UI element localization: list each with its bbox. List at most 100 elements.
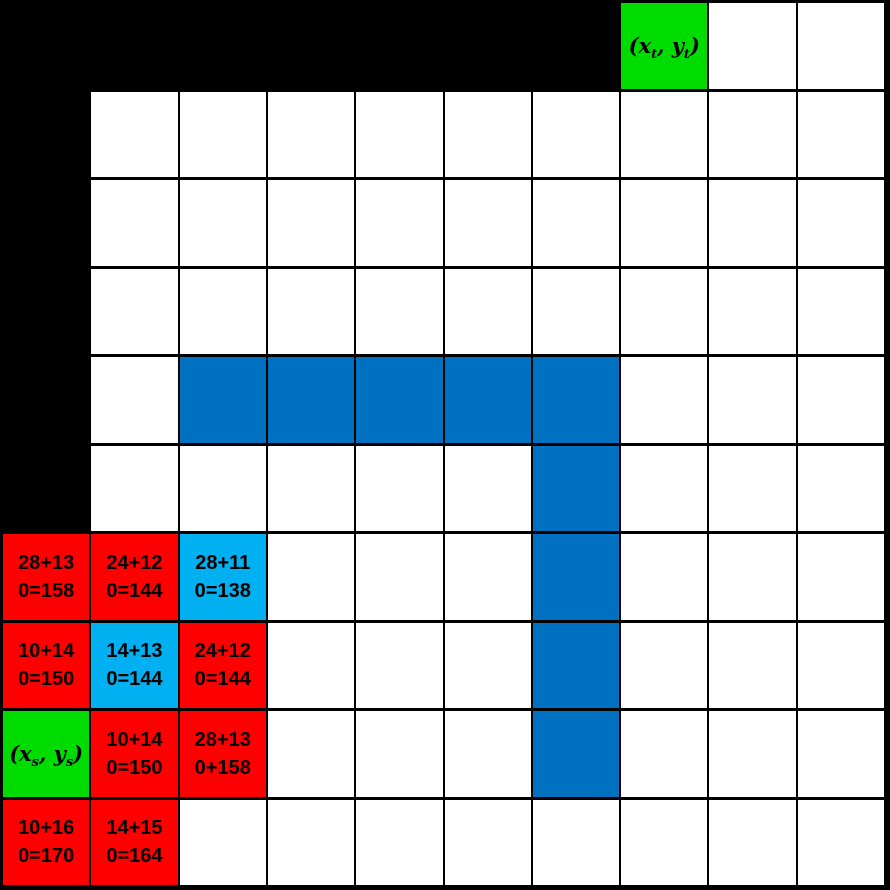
masked-cell: [3, 91, 90, 177]
empty-cell: [621, 268, 708, 354]
empty-cell: [444, 268, 531, 354]
empty-cell: [621, 180, 708, 266]
cost-cell: 28+13 0=158: [3, 534, 90, 620]
cost-line: 10+16: [18, 817, 75, 840]
empty-cell: [532, 799, 620, 885]
masked-cell: [91, 3, 178, 89]
obstacle-cell: [532, 445, 620, 531]
empty-cell: [709, 711, 796, 797]
cost-line: 0=164: [106, 845, 163, 868]
empty-cell: [179, 445, 266, 531]
cost-line: 0=138: [194, 579, 251, 602]
masked-cell: [179, 3, 266, 89]
empty-cell: [91, 180, 178, 266]
empty-cell: [797, 91, 884, 177]
start-label-part: , y: [39, 741, 66, 767]
empty-cell: [267, 622, 355, 708]
cost-cell: 28+13 0+158: [179, 711, 266, 797]
empty-cell: [444, 711, 531, 797]
empty-cell: [444, 799, 531, 885]
empty-cell: [91, 357, 178, 443]
empty-cell: [267, 180, 355, 266]
obstacle-cell: [532, 357, 620, 443]
empty-cell: [709, 268, 796, 354]
empty-cell: [267, 91, 355, 177]
cost-line: 0=150: [106, 756, 163, 779]
cost-line: 0=144: [194, 668, 251, 691]
empty-cell: [797, 3, 884, 89]
cost-line: 0=158: [18, 579, 75, 602]
cost-cell: 24+12 0=144: [91, 534, 178, 620]
start-label-part: ): [73, 741, 84, 767]
empty-cell: [267, 268, 355, 354]
obstacle-cell: [444, 357, 531, 443]
empty-cell: [621, 445, 708, 531]
obstacle-cell: [532, 711, 620, 797]
target-label-part: (x: [628, 33, 652, 59]
cost-cell: 28+11 0=138: [179, 534, 266, 620]
empty-cell: [267, 711, 355, 797]
cost-line: 0=170: [18, 845, 75, 868]
empty-cell: [621, 711, 708, 797]
cost-line: 10+14: [106, 728, 163, 751]
cost-line: 28+11: [195, 551, 251, 574]
target-label-part: , y: [657, 33, 684, 59]
empty-cell: [797, 622, 884, 708]
empty-cell: [444, 534, 531, 620]
cost-line: 14+13: [106, 640, 163, 663]
empty-cell: [179, 180, 266, 266]
obstacle-cell: [532, 622, 620, 708]
empty-cell: [444, 91, 531, 177]
start-label-part: (x: [9, 741, 32, 767]
empty-cell: [709, 799, 796, 885]
empty-cell: [444, 445, 531, 531]
empty-cell: [356, 622, 443, 708]
start-coordinate-label: (xs, ys): [9, 741, 84, 769]
empty-cell: [179, 799, 266, 885]
empty-cell: [709, 445, 796, 531]
empty-cell: [356, 711, 443, 797]
empty-cell: [91, 268, 178, 354]
empty-cell: [709, 180, 796, 266]
cost-line: 24+12: [194, 640, 251, 663]
masked-cell: [444, 3, 531, 89]
empty-cell: [532, 91, 620, 177]
empty-cell: [797, 180, 884, 266]
empty-cell: [444, 622, 531, 708]
cost-cell: 10+14 0=150: [3, 622, 90, 708]
masked-cell: [3, 180, 90, 266]
start-label-part: s: [65, 755, 74, 771]
masked-cell: [3, 357, 90, 443]
masked-cell: [3, 3, 90, 89]
empty-cell: [709, 534, 796, 620]
empty-cell: [797, 445, 884, 531]
cost-line: 28+13: [18, 551, 75, 574]
empty-cell: [356, 91, 443, 177]
target-label-part: ): [689, 33, 700, 59]
cost-line: 0+158: [194, 756, 251, 779]
target-label-part: t: [683, 47, 690, 63]
start-label-part: s: [31, 755, 39, 771]
empty-cell: [356, 534, 443, 620]
empty-cell: [179, 91, 266, 177]
cost-line: 10+14: [18, 640, 75, 663]
cost-line: 14+15: [106, 817, 163, 840]
empty-cell: [532, 180, 620, 266]
empty-cell: [797, 268, 884, 354]
cost-cell: 24+12 0=144: [179, 622, 266, 708]
empty-cell: [179, 268, 266, 354]
empty-cell: [797, 711, 884, 797]
empty-cell: [267, 799, 355, 885]
empty-cell: [709, 357, 796, 443]
masked-cell: [532, 3, 620, 89]
masked-cell: [356, 3, 443, 89]
empty-cell: [621, 799, 708, 885]
cost-cell: 10+16 0=170: [3, 799, 90, 885]
cost-line: 0=150: [18, 668, 75, 691]
empty-cell: [91, 445, 178, 531]
obstacle-cell: [179, 357, 266, 443]
empty-cell: [621, 357, 708, 443]
empty-cell: [797, 357, 884, 443]
empty-cell: [621, 534, 708, 620]
